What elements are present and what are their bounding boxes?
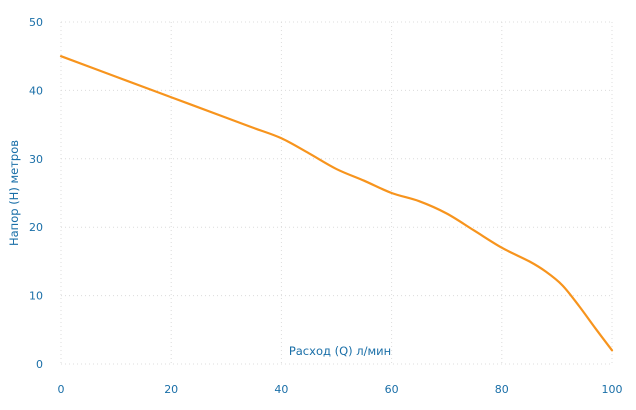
series-layer: [59, 55, 614, 352]
y-tick-label: 30: [29, 153, 43, 166]
x-tick-label: 0: [58, 383, 65, 396]
x-axis-title: Расход (Q) л/мин: [289, 344, 391, 358]
y-tick-label: 0: [36, 358, 43, 371]
y-tick-label: 10: [29, 290, 43, 303]
x-tick-label: 100: [602, 383, 623, 396]
tick-labels: 0 20 40 60 80 100 0 10 20 30 40 50: [29, 16, 623, 396]
x-tick-label: 20: [164, 383, 178, 396]
x-tick-label: 60: [385, 383, 399, 396]
series-line: [59, 55, 614, 352]
y-tick-label: 40: [29, 84, 43, 97]
y-tick-label: 50: [29, 16, 43, 29]
y-tick-label: 20: [29, 221, 43, 234]
x-tick-label: 80: [495, 383, 509, 396]
grid: [60, 21, 613, 365]
x-tick-label: 40: [274, 383, 288, 396]
y-axis-title: Напор (Н) метров: [7, 140, 21, 246]
